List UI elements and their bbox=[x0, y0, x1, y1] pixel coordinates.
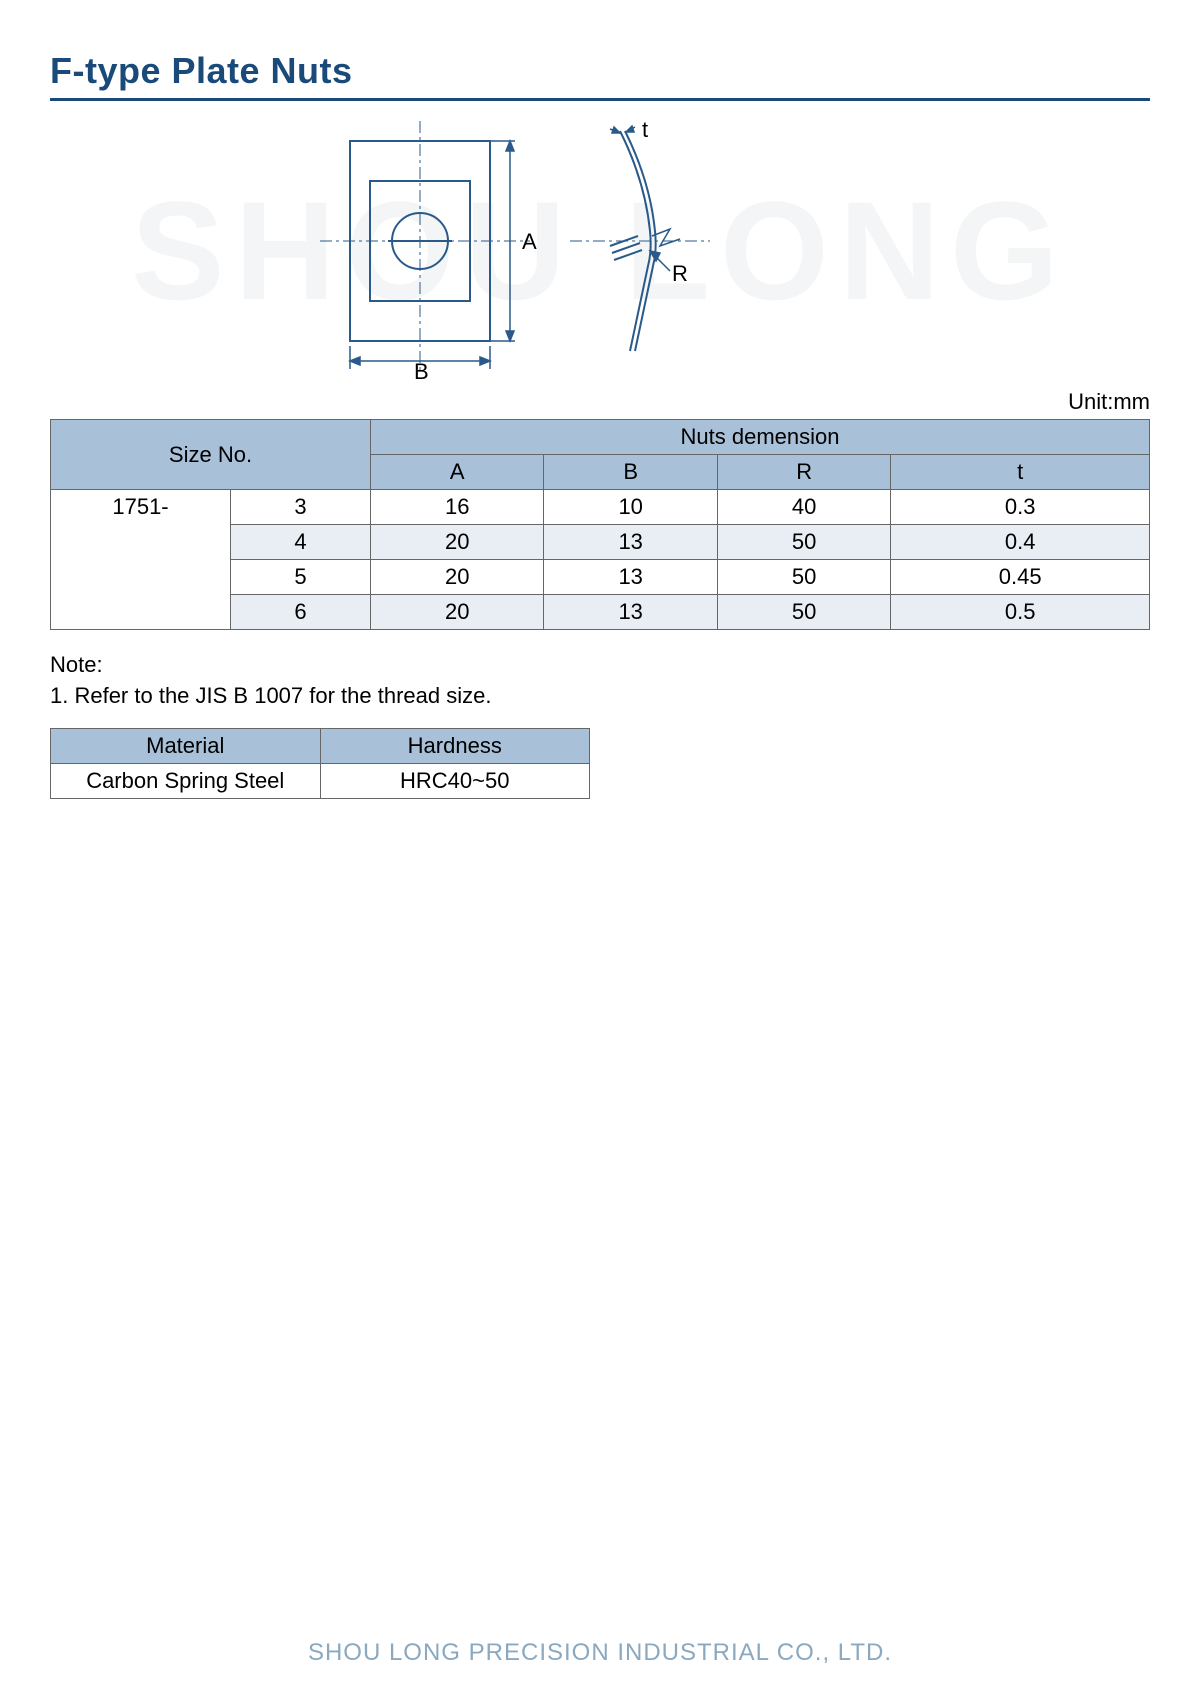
cell: 0.5 bbox=[891, 595, 1150, 630]
title-underline bbox=[50, 98, 1150, 101]
th-size-no: Size No. bbox=[51, 420, 371, 490]
dim-label-r: R bbox=[672, 261, 688, 286]
cell: 50 bbox=[717, 560, 890, 595]
cell: 0.4 bbox=[891, 525, 1150, 560]
cell: 10 bbox=[544, 490, 717, 525]
cell: 20 bbox=[371, 560, 544, 595]
dim-label-a: A bbox=[522, 229, 537, 254]
cell: 50 bbox=[717, 595, 890, 630]
cell: 13 bbox=[544, 595, 717, 630]
technical-diagram: A B bbox=[50, 121, 1150, 381]
cell: HRC40~50 bbox=[320, 763, 590, 798]
material-table: Material Hardness Carbon Spring Steel HR… bbox=[50, 728, 590, 799]
th-material: Material bbox=[51, 728, 321, 763]
th-nuts-dim: Nuts demension bbox=[371, 420, 1150, 455]
cell: 16 bbox=[371, 490, 544, 525]
th-hardness: Hardness bbox=[320, 728, 590, 763]
cell: 50 bbox=[717, 525, 890, 560]
cell: 20 bbox=[371, 595, 544, 630]
size-prefix: 1751- bbox=[51, 490, 231, 630]
dimensions-table: Size No. Nuts demension A B R t 1751- 3 … bbox=[50, 419, 1150, 630]
note-label: Note: bbox=[50, 650, 1150, 681]
footer-text: SHOU LONG PRECISION INDUSTRIAL CO., LTD. bbox=[0, 1639, 1200, 1667]
th-b: B bbox=[544, 455, 717, 490]
cell: Carbon Spring Steel bbox=[51, 763, 321, 798]
unit-label: Unit:mm bbox=[50, 389, 1150, 415]
dim-label-b: B bbox=[414, 359, 429, 381]
table-row: Carbon Spring Steel HRC40~50 bbox=[51, 763, 590, 798]
cell: 4 bbox=[231, 525, 371, 560]
cell: 13 bbox=[544, 560, 717, 595]
cell: 20 bbox=[371, 525, 544, 560]
table-row: 1751- 3 16 10 40 0.3 bbox=[51, 490, 1150, 525]
diagram-svg: A B bbox=[310, 121, 870, 381]
cell: 0.3 bbox=[891, 490, 1150, 525]
th-a: A bbox=[371, 455, 544, 490]
page-title: F-type Plate Nuts bbox=[50, 50, 1150, 92]
note-block: Note: 1. Refer to the JIS B 1007 for the… bbox=[50, 650, 1150, 712]
cell: 5 bbox=[231, 560, 371, 595]
cell: 3 bbox=[231, 490, 371, 525]
note-line: 1. Refer to the JIS B 1007 for the threa… bbox=[50, 681, 1150, 712]
th-r: R bbox=[717, 455, 890, 490]
cell: 13 bbox=[544, 525, 717, 560]
cell: 6 bbox=[231, 595, 371, 630]
cell: 40 bbox=[717, 490, 890, 525]
dim-label-t: t bbox=[642, 121, 648, 142]
cell: 0.45 bbox=[891, 560, 1150, 595]
th-t: t bbox=[891, 455, 1150, 490]
